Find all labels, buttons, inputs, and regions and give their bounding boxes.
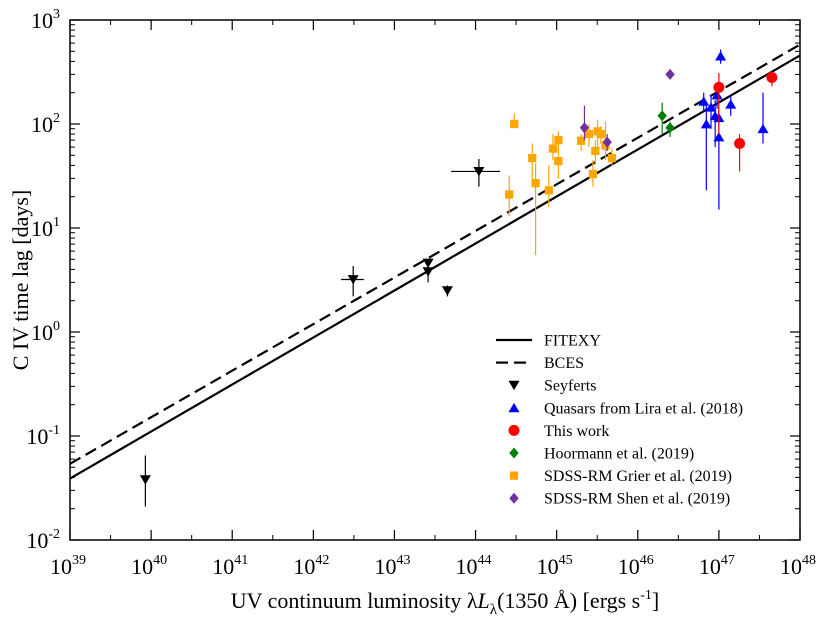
data-point xyxy=(548,144,558,153)
data-point xyxy=(473,167,485,177)
legend-entry: This work xyxy=(508,423,609,440)
legend-marker-swatch xyxy=(508,380,520,391)
x-axis-title: UV continuum luminosity λLλ(1350 Å) [erg… xyxy=(231,588,660,618)
x-tick-label: 1039 xyxy=(50,553,86,579)
x-tick-label: 1043 xyxy=(374,553,410,579)
data-point xyxy=(554,135,563,145)
x-tick-label: 1048 xyxy=(780,553,816,579)
series-sdss-rm-shen-et-al-2019 xyxy=(579,68,675,152)
x-tick-label: 1044 xyxy=(456,553,492,579)
legend-entry: Seyferts xyxy=(508,378,596,395)
data-point xyxy=(757,123,769,134)
data-point xyxy=(576,136,586,145)
legend-label: Seyferts xyxy=(544,378,596,395)
data-point xyxy=(665,122,675,134)
series-hoormann-et-al-2019 xyxy=(657,102,675,137)
legend-label: SDSS-RM Shen et al. (2019) xyxy=(544,491,730,508)
legend-label: FITEXY xyxy=(544,333,601,350)
fit-lines xyxy=(69,43,801,480)
data-point xyxy=(596,129,605,139)
data-point xyxy=(588,169,598,179)
data-point xyxy=(711,90,723,100)
data-point xyxy=(544,186,553,195)
data-point xyxy=(602,136,612,148)
data-point xyxy=(441,286,453,296)
data-point xyxy=(510,119,519,129)
data-point xyxy=(607,153,617,163)
legend-label: BCES xyxy=(544,355,584,372)
y-tick-label: 10-1 xyxy=(26,423,60,449)
fit-line-fitexy xyxy=(69,54,801,480)
y-axis-title: C IV time lag [days] xyxy=(8,190,33,370)
data-points xyxy=(139,49,778,507)
legend-entry: FITEXY xyxy=(496,333,601,350)
data-point xyxy=(422,267,434,277)
legend-label: SDSS-RM Grier et al. (2019) xyxy=(544,468,732,485)
legend-entry: Hoormann et al. (2019) xyxy=(509,446,694,463)
data-point xyxy=(766,71,778,83)
legend-marker-swatch xyxy=(508,424,520,436)
data-point xyxy=(531,179,540,188)
legend-entry: Quasars from Lira et al. (2018) xyxy=(508,400,743,417)
legend-marker-swatch xyxy=(509,447,519,459)
legend-entry: SDSS-RM Shen et al. (2019) xyxy=(509,491,730,508)
data-point xyxy=(591,146,600,156)
x-tick-label: 1042 xyxy=(293,553,329,579)
data-point xyxy=(139,475,151,485)
data-point xyxy=(734,137,746,149)
legend-marker-swatch xyxy=(509,492,519,504)
legend-entry: SDSS-RM Grier et al. (2019) xyxy=(509,468,732,485)
legend-label: Quasars from Lira et al. (2018) xyxy=(544,400,743,417)
data-point xyxy=(725,99,737,109)
series-this-work xyxy=(713,71,778,172)
data-point xyxy=(579,122,590,134)
series-sdss-rm-grier-et-al-2019 xyxy=(505,113,617,256)
legend-marker-swatch xyxy=(508,402,520,413)
series-quasars-from-lira-et-al-2018 xyxy=(698,49,769,210)
x-tick-label: 1045 xyxy=(537,553,573,579)
y-tick-label: 102 xyxy=(31,111,60,137)
y-tick-label: 10-2 xyxy=(26,527,60,553)
legend-marker-swatch xyxy=(509,471,519,480)
data-point xyxy=(554,156,563,166)
legend-entry: BCES xyxy=(496,355,584,372)
data-point xyxy=(601,141,610,150)
y-tick-label: 101 xyxy=(31,215,60,241)
data-point xyxy=(347,275,359,285)
data-point xyxy=(700,119,712,129)
tick-labels: 1039 1040 1041 1042 1043 1044 1045 1046 1047 1048… xyxy=(26,7,816,579)
x-tick-label: 1040 xyxy=(131,553,167,579)
legend-label: Hoormann et al. (2019) xyxy=(544,446,694,463)
y-tick-label: 103 xyxy=(31,7,60,33)
data-point xyxy=(715,51,727,61)
legend-label: This work xyxy=(544,423,609,440)
data-point xyxy=(698,96,710,106)
axis-ticks xyxy=(69,19,801,541)
y-tick-label: 100 xyxy=(31,319,60,345)
data-point xyxy=(657,110,667,122)
fit-line-bces xyxy=(69,43,801,465)
data-point xyxy=(528,153,537,163)
data-point xyxy=(584,129,594,139)
series-seyferts xyxy=(139,159,500,507)
data-point xyxy=(713,81,725,93)
data-point xyxy=(713,132,725,142)
x-tick-label: 1047 xyxy=(699,553,735,579)
x-tick-label: 1041 xyxy=(212,553,248,579)
legend: FITEXY BCES Seyferts Quasars from Lira et a… xyxy=(496,333,743,508)
data-point xyxy=(505,190,514,199)
data-point xyxy=(705,102,717,112)
data-point xyxy=(665,68,675,80)
x-tick-label: 1046 xyxy=(618,553,654,579)
